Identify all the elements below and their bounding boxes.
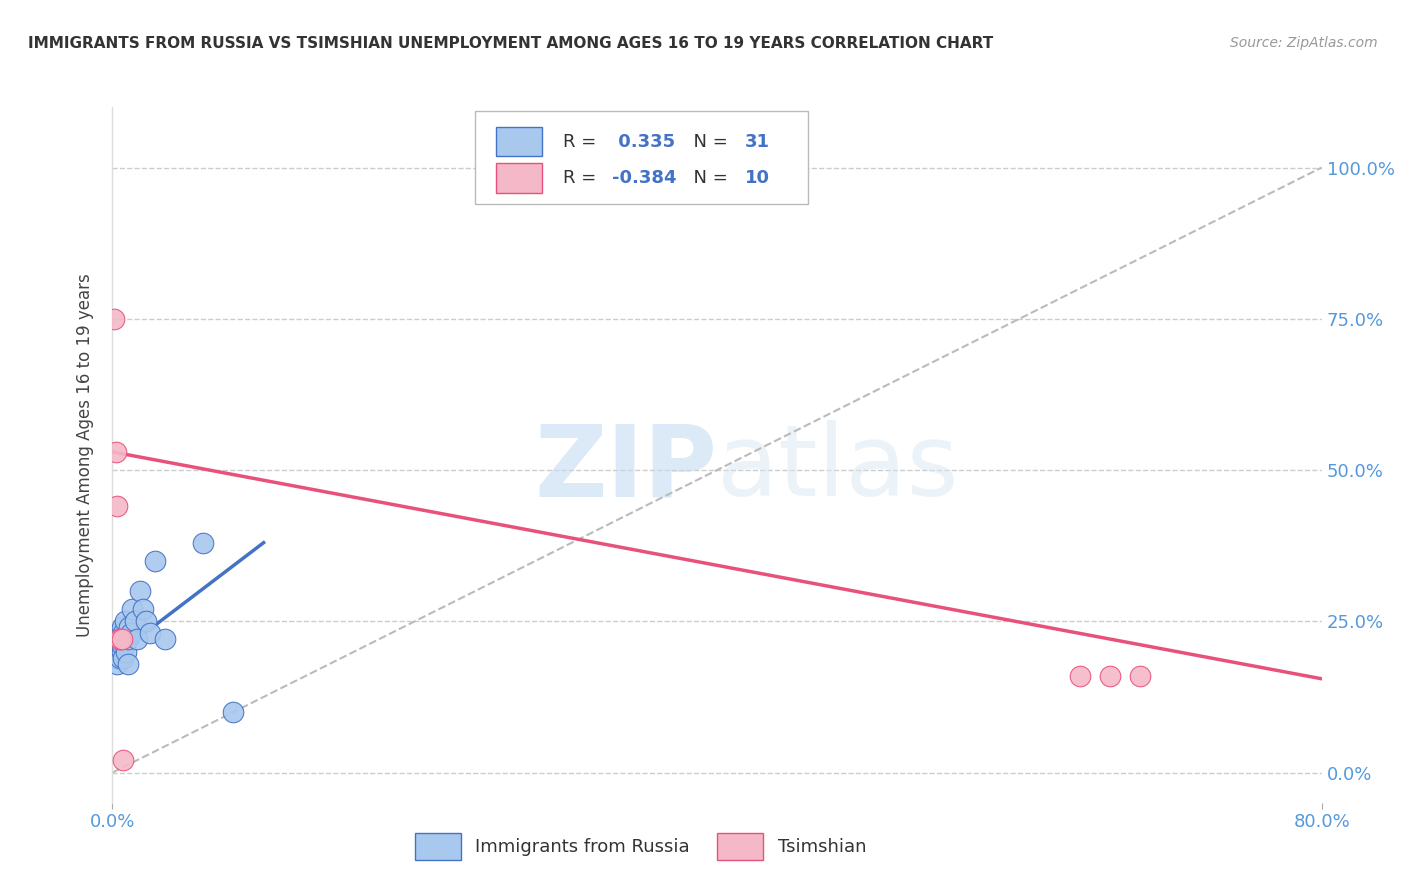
Point bbox=[1129, 669, 1152, 683]
Point bbox=[112, 650, 135, 665]
Text: N =: N = bbox=[682, 169, 734, 187]
Point bbox=[120, 626, 142, 640]
Point bbox=[105, 500, 128, 514]
Text: atlas: atlas bbox=[717, 420, 959, 517]
Point bbox=[107, 626, 129, 640]
Point bbox=[110, 639, 132, 653]
Text: R =: R = bbox=[564, 169, 603, 187]
Text: R =: R = bbox=[564, 133, 603, 151]
Point bbox=[139, 626, 162, 640]
Point bbox=[117, 632, 139, 647]
Point bbox=[112, 754, 135, 768]
Point bbox=[107, 644, 129, 658]
Point bbox=[124, 615, 146, 629]
Point bbox=[115, 644, 138, 658]
FancyBboxPatch shape bbox=[496, 163, 541, 193]
Point bbox=[110, 644, 132, 658]
Point bbox=[112, 626, 135, 640]
Point bbox=[143, 554, 166, 568]
Point bbox=[125, 632, 148, 647]
Point bbox=[118, 620, 141, 634]
Point bbox=[114, 639, 136, 653]
Point bbox=[103, 311, 125, 326]
Point bbox=[104, 650, 127, 665]
Point bbox=[105, 632, 128, 647]
Y-axis label: Unemployment Among Ages 16 to 19 years: Unemployment Among Ages 16 to 19 years bbox=[76, 273, 94, 637]
Text: 0.335: 0.335 bbox=[612, 133, 675, 151]
Point bbox=[222, 705, 245, 719]
Point bbox=[121, 602, 143, 616]
Text: -0.384: -0.384 bbox=[612, 169, 676, 187]
FancyBboxPatch shape bbox=[415, 833, 461, 860]
Point bbox=[105, 657, 128, 671]
Point bbox=[110, 632, 132, 647]
Text: Source: ZipAtlas.com: Source: ZipAtlas.com bbox=[1230, 36, 1378, 50]
Text: Tsimshian: Tsimshian bbox=[778, 838, 866, 855]
Text: IMMIGRANTS FROM RUSSIA VS TSIMSHIAN UNEMPLOYMENT AMONG AGES 16 TO 19 YEARS CORRE: IMMIGRANTS FROM RUSSIA VS TSIMSHIAN UNEM… bbox=[28, 36, 994, 51]
Point bbox=[110, 620, 132, 634]
FancyBboxPatch shape bbox=[475, 111, 807, 204]
Point bbox=[135, 615, 157, 629]
Text: 31: 31 bbox=[745, 133, 770, 151]
Point bbox=[1069, 669, 1091, 683]
Point bbox=[108, 632, 131, 647]
Text: ZIP: ZIP bbox=[534, 420, 717, 517]
FancyBboxPatch shape bbox=[496, 128, 541, 156]
Point bbox=[132, 602, 155, 616]
Point bbox=[108, 632, 131, 647]
Point bbox=[108, 650, 131, 665]
Point bbox=[107, 632, 129, 647]
Point bbox=[128, 584, 150, 599]
Point bbox=[191, 535, 214, 549]
Point bbox=[104, 639, 127, 653]
Point bbox=[114, 615, 136, 629]
Text: 10: 10 bbox=[745, 169, 770, 187]
Point bbox=[117, 657, 139, 671]
Text: N =: N = bbox=[682, 133, 734, 151]
Point bbox=[1098, 669, 1121, 683]
Point bbox=[155, 632, 177, 647]
Text: Immigrants from Russia: Immigrants from Russia bbox=[475, 838, 690, 855]
FancyBboxPatch shape bbox=[717, 833, 763, 860]
Point bbox=[104, 445, 127, 459]
